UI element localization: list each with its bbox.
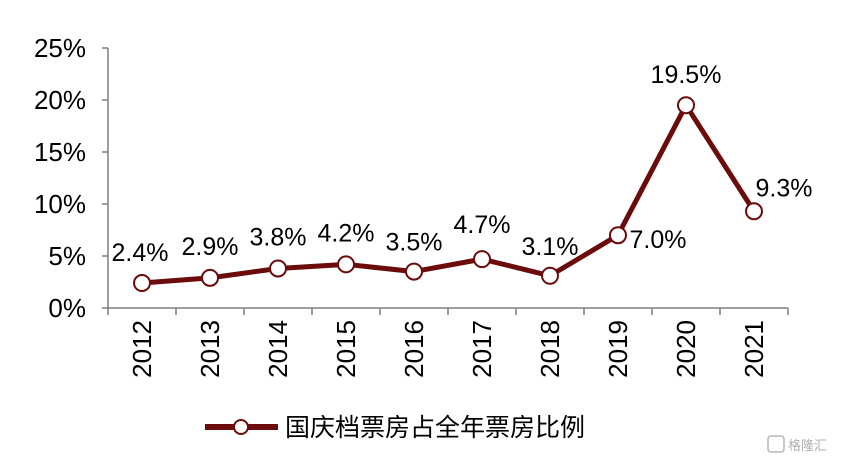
data-label: 3.5% (386, 229, 443, 257)
data-label: 4.7% (454, 211, 511, 239)
data-point (541, 266, 559, 285)
y-tick-label: 0% (48, 293, 86, 323)
y-tick-label: 15% (34, 137, 86, 167)
data-point (677, 96, 695, 115)
x-tick-label: 2016 (399, 320, 429, 378)
y-tick-label: 20% (34, 85, 86, 115)
data-label: 2.9% (182, 233, 239, 261)
y-tick-label: 5% (48, 241, 86, 271)
x-tick-label: 2021 (739, 320, 769, 378)
data-point (337, 255, 355, 274)
series-line (139, 102, 757, 286)
x-tick-label: 2012 (127, 320, 157, 378)
watermark-text: 格隆汇 (788, 438, 827, 454)
data-point (201, 268, 219, 287)
x-tick-label: 2015 (331, 320, 361, 378)
x-tick-label: 2018 (535, 320, 565, 378)
x-tick-label: 2019 (603, 320, 633, 378)
data-labels: 2.4% 2.9% 3.8% 4.2% 3.5% 4.7% 3.1% 7.0% 19.5% 9.3… (112, 61, 813, 267)
data-point (133, 274, 151, 293)
watermark-logo-icon (767, 435, 785, 453)
y-tick-label: 25% (34, 33, 86, 63)
watermark: 格隆汇 (767, 435, 827, 454)
data-point (405, 262, 423, 281)
x-axis: 2012 2013 2014 2015 2016 2017 2018 2019 2020 2021 (107, 307, 789, 378)
data-label: 9.3% (756, 174, 813, 202)
data-label: 7.0% (630, 226, 687, 254)
series-layer (133, 96, 763, 293)
data-label: 19.5% (651, 61, 722, 89)
x-tick-label: 2017 (467, 320, 497, 378)
data-label: 4.2% (318, 219, 375, 247)
data-point (269, 259, 287, 278)
data-point (745, 202, 763, 221)
x-tick-label: 2020 (671, 320, 701, 378)
data-point (473, 250, 491, 269)
data-label: 3.1% (522, 233, 579, 261)
data-label: 3.8% (250, 223, 307, 251)
x-tick-label: 2013 (195, 320, 225, 378)
legend: 国庆档票房占全年票房比例 (205, 413, 585, 442)
y-tick-label: 10% (34, 189, 86, 219)
data-label: 2.4% (112, 239, 169, 267)
legend-label: 国庆档票房占全年票房比例 (285, 413, 585, 442)
data-point (609, 226, 627, 245)
y-axis: 0% 5% 10% 15% 20% 25% (34, 33, 109, 323)
legend-marker-swatch (233, 419, 249, 435)
x-tick-label: 2014 (263, 320, 293, 378)
